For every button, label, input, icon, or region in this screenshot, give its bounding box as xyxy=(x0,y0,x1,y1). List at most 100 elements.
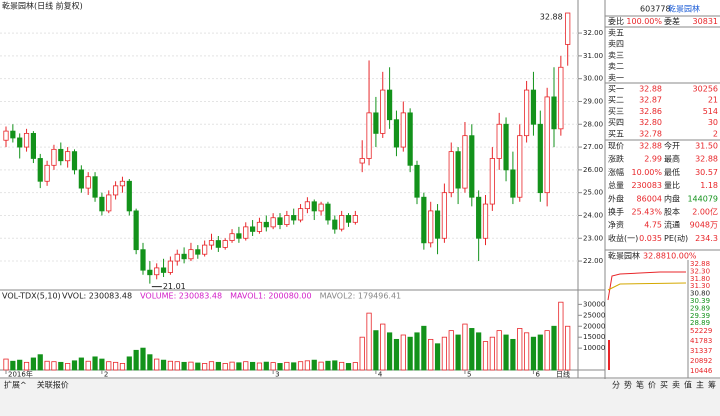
volume-bar xyxy=(434,343,441,371)
volume-bar xyxy=(544,330,550,371)
candle-body xyxy=(489,158,495,205)
candle-body xyxy=(188,249,194,260)
volume-bar xyxy=(421,325,427,371)
candle-body xyxy=(58,148,64,162)
label: 量比 xyxy=(664,180,680,190)
toolbar-tab[interactable]: 筹 xyxy=(708,380,716,390)
mini-volume-label: 31337 xyxy=(690,347,712,355)
volume-bar xyxy=(277,363,283,371)
volume-bar xyxy=(113,361,119,371)
toolbar-tab[interactable]: 价 xyxy=(648,381,656,390)
value: 32.88 xyxy=(695,155,718,164)
y-tick-label: 26.00 xyxy=(583,166,603,174)
candle-body xyxy=(441,192,448,239)
volume-bar xyxy=(339,361,345,371)
y-tick-label: 30.00 xyxy=(583,75,603,83)
volume-bar xyxy=(291,362,297,371)
volume-header: VOLUME: 230083.48 xyxy=(140,292,222,301)
candle-body xyxy=(544,96,550,194)
volume-bar xyxy=(222,363,228,371)
label: 流通 xyxy=(664,220,680,230)
volume-bar xyxy=(236,362,242,371)
volume-bar xyxy=(37,354,43,371)
y-tick-label: 32.00 xyxy=(583,29,603,37)
bid-price: 32.78 xyxy=(639,129,662,138)
volume-bar xyxy=(386,332,393,371)
volume-bar xyxy=(78,357,84,371)
volume-bar xyxy=(126,356,132,371)
value: 86004 xyxy=(637,194,662,203)
candle-body xyxy=(270,217,276,228)
candle-body xyxy=(386,89,393,121)
bid-price: 32.87 xyxy=(639,96,662,105)
candle-body xyxy=(284,215,290,225)
mini-price-label: 29.39 xyxy=(690,312,710,320)
mini-volume-label: 52229 xyxy=(690,327,712,335)
candle-body xyxy=(37,158,43,182)
bid-volume: 514 xyxy=(703,107,718,116)
volume-bar xyxy=(263,361,269,371)
volume-bar xyxy=(229,361,235,371)
high-label: 32.88 xyxy=(540,13,563,22)
mini-volume-label: 10446 xyxy=(690,367,713,375)
volume-bar xyxy=(441,336,448,371)
value: 2.99 xyxy=(644,155,662,164)
value: 10.00% xyxy=(631,168,662,177)
bid-price: 32.86 xyxy=(639,107,662,116)
mini-volume xyxy=(608,340,610,370)
volume-bar xyxy=(71,360,78,371)
ask-label: 卖二 xyxy=(608,62,624,71)
volume-bar xyxy=(188,361,194,371)
toolbar-tab[interactable]: 分 xyxy=(612,381,620,390)
volume-bar xyxy=(133,349,139,371)
candle-body xyxy=(229,233,235,241)
toolbar-tab[interactable]: 卖 xyxy=(672,381,680,390)
bid-label: 买五 xyxy=(608,129,624,138)
value: 30.57 xyxy=(695,168,718,177)
volume-bar xyxy=(482,341,489,371)
toolbar-tab[interactable]: 笔 xyxy=(636,380,644,390)
candle-body xyxy=(318,203,324,212)
bid-volume: 21 xyxy=(708,96,718,105)
candle-body xyxy=(352,215,358,223)
label: 内盘 xyxy=(664,193,680,203)
mini-price-label: 30.39 xyxy=(690,297,710,305)
volume-bar xyxy=(551,325,557,371)
candle-body xyxy=(71,151,78,171)
candle-body xyxy=(297,208,304,221)
volume-bar xyxy=(99,358,105,371)
candle-body xyxy=(202,244,208,255)
candle-body xyxy=(565,12,571,45)
candle-body xyxy=(44,164,50,182)
toolbar-button[interactable]: 关联报价 xyxy=(37,380,69,390)
toolbar-tab[interactable]: 值 xyxy=(684,380,692,390)
candle-body xyxy=(113,185,119,196)
volume-bar xyxy=(345,363,352,371)
value: 144079 xyxy=(687,194,718,203)
volume-bar xyxy=(297,361,304,371)
value: 230083 xyxy=(631,181,662,190)
candle-body xyxy=(65,151,71,162)
candle-body xyxy=(160,267,167,273)
label: 最低 xyxy=(664,167,680,177)
y-tick-label: 31.00 xyxy=(583,52,603,60)
candle-body xyxy=(249,226,256,232)
volume-bar xyxy=(284,361,290,371)
x-tick-label: 2016年 xyxy=(8,370,33,379)
value: 0.035 xyxy=(639,234,662,243)
toolbar-tab[interactable]: 主 xyxy=(696,380,704,390)
volume-bar xyxy=(400,334,406,371)
y-tick-label: 20000 xyxy=(583,322,605,330)
candle-body xyxy=(325,203,331,221)
toolbar-button[interactable]: 扩展^ xyxy=(4,380,27,390)
label: 外盘 xyxy=(608,193,624,203)
mini-price-label: 32.88 xyxy=(690,260,710,268)
candle-body xyxy=(400,112,406,148)
candle-body xyxy=(393,119,400,148)
toolbar-tab[interactable]: 势 xyxy=(624,380,632,390)
volume-title: VOL-TDX(5,10) xyxy=(2,292,61,301)
value: 2.00亿 xyxy=(692,207,718,217)
candle-body xyxy=(558,66,564,130)
toolbar-tab[interactable]: 买 xyxy=(660,381,668,390)
